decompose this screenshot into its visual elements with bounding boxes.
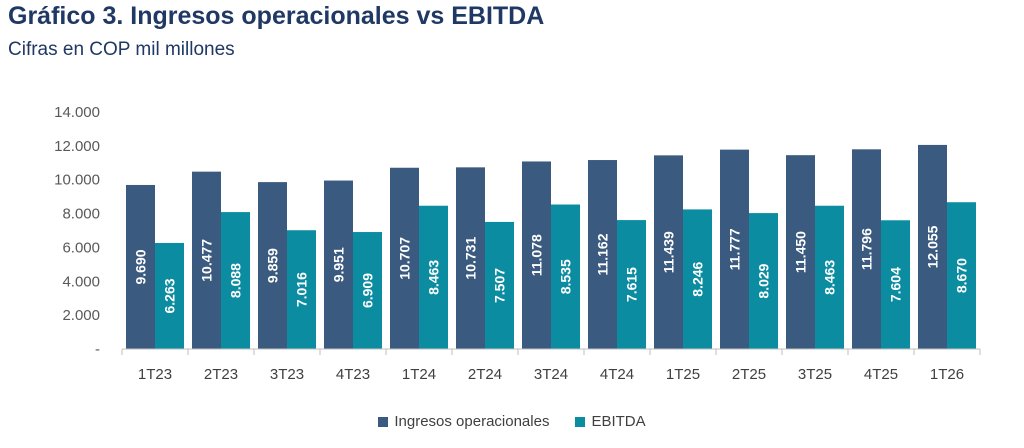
x-tick-label: 3T23 bbox=[270, 366, 304, 383]
bar-ingresos bbox=[390, 167, 419, 349]
data-label-ebitda: 8.088 bbox=[228, 263, 244, 298]
data-label-ingresos: 10.707 bbox=[397, 237, 413, 280]
data-label-ebitda: 8.463 bbox=[822, 260, 838, 295]
legend-swatch-ingresos bbox=[378, 416, 389, 427]
x-tick-label: 2T25 bbox=[732, 366, 766, 383]
bar-ebitda bbox=[881, 220, 910, 349]
y-tick-label: 4.000 bbox=[62, 273, 100, 290]
data-label-ingresos: 9.690 bbox=[133, 249, 149, 284]
y-tick-label: 6.000 bbox=[62, 239, 100, 256]
chart-title: Gráfico 3. Ingresos operacionales vs EBI… bbox=[8, 2, 545, 30]
data-label-ingresos: 11.777 bbox=[727, 228, 743, 270]
y-tick-label: 8.000 bbox=[62, 206, 100, 223]
bar-ingresos bbox=[786, 155, 815, 349]
data-label-ebitda: 8.670 bbox=[954, 258, 970, 293]
data-label-ingresos: 11.450 bbox=[793, 231, 809, 273]
bar-ebitda bbox=[221, 212, 250, 349]
x-tick-label: 2T23 bbox=[204, 366, 238, 383]
x-tick-label: 1T23 bbox=[138, 366, 172, 383]
chart-legend: Ingresos operacionales EBITDA bbox=[0, 413, 1024, 430]
x-tick-label: 4T24 bbox=[600, 366, 634, 383]
y-tick-label: 2.000 bbox=[62, 307, 100, 324]
legend-label-ingresos: Ingresos operacionales bbox=[394, 413, 550, 430]
legend-swatch-ebitda bbox=[575, 416, 586, 427]
bar-ingresos bbox=[588, 160, 617, 349]
data-label-ingresos: 11.796 bbox=[859, 228, 875, 270]
bar-ebitda bbox=[287, 230, 316, 349]
x-tick-label: 3T25 bbox=[798, 366, 832, 383]
bar-ingresos bbox=[918, 144, 947, 349]
x-tick-label: 1T25 bbox=[666, 366, 700, 383]
y-tick-label: 12.000 bbox=[54, 138, 100, 155]
data-label-ebitda: 8.246 bbox=[690, 261, 706, 296]
data-label-ebitda: 8.463 bbox=[426, 260, 442, 295]
bar-ebitda bbox=[155, 242, 184, 349]
data-label-ebitda: 7.615 bbox=[624, 267, 640, 302]
y-tick-label: 14.000 bbox=[54, 104, 100, 121]
bar-ebitda bbox=[683, 209, 712, 349]
data-label-ingresos: 11.078 bbox=[529, 234, 545, 276]
bar-ebitda bbox=[353, 232, 382, 349]
legend-item-ebitda: EBITDA bbox=[575, 413, 646, 430]
bar-ingresos bbox=[522, 161, 551, 349]
data-label-ingresos: 12.055 bbox=[925, 225, 941, 268]
legend-label-ebitda: EBITDA bbox=[591, 413, 646, 430]
data-label-ingresos: 9.859 bbox=[265, 248, 281, 283]
bar-ingresos bbox=[192, 171, 221, 349]
data-label-ebitda: 8.029 bbox=[756, 263, 772, 298]
x-tick-label: 2T24 bbox=[468, 366, 502, 383]
bar-ingresos bbox=[852, 149, 881, 349]
x-tick-label: 3T24 bbox=[534, 366, 568, 383]
bar-ebitda bbox=[947, 202, 976, 349]
legend-item-ingresos: Ingresos operacionales bbox=[378, 413, 549, 430]
data-label-ebitda: 7.016 bbox=[294, 272, 310, 307]
x-tick-label: 4T25 bbox=[864, 366, 898, 383]
bar-ingresos bbox=[456, 167, 485, 349]
bar-ebitda bbox=[551, 204, 580, 349]
y-tick-label: - bbox=[95, 341, 100, 358]
x-tick-label: 4T23 bbox=[336, 366, 370, 383]
chart-subtitle: Cifras en COP mil millones bbox=[8, 39, 235, 60]
x-tick-label: 1T24 bbox=[402, 366, 436, 383]
bar-ebitda bbox=[419, 205, 448, 349]
bar-ingresos bbox=[720, 149, 749, 349]
y-tick-label: 10.000 bbox=[54, 172, 100, 189]
data-label-ingresos: 11.439 bbox=[661, 231, 677, 273]
bar-ingresos bbox=[258, 182, 287, 349]
bar-ebitda bbox=[749, 213, 778, 349]
bar-ingresos bbox=[654, 155, 683, 349]
data-label-ingresos: 10.731 bbox=[463, 237, 479, 280]
data-label-ingresos: 11.162 bbox=[595, 233, 611, 275]
data-label-ebitda: 7.507 bbox=[492, 268, 508, 303]
data-label-ebitda: 8.535 bbox=[558, 259, 574, 294]
data-label-ingresos: 9.951 bbox=[331, 247, 347, 282]
data-label-ebitda: 6.909 bbox=[360, 273, 376, 308]
bar-ebitda bbox=[815, 205, 844, 349]
bar-ingresos bbox=[126, 184, 155, 349]
data-label-ebitda: 6.263 bbox=[162, 278, 178, 313]
bar-ingresos bbox=[324, 180, 353, 349]
bar-ebitda bbox=[485, 221, 514, 349]
data-label-ebitda: 7.604 bbox=[888, 267, 904, 302]
data-label-ingresos: 10.477 bbox=[199, 239, 215, 282]
x-tick-label: 1T26 bbox=[930, 366, 964, 383]
bar-ebitda bbox=[617, 220, 646, 349]
